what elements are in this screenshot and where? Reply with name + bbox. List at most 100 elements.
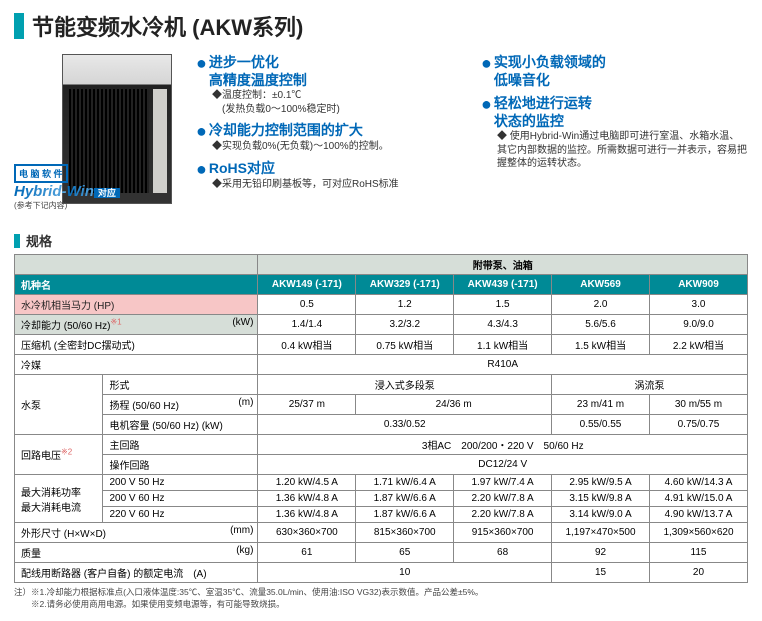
hybrid-tag: 对应 — [94, 188, 120, 198]
table-cell: 1.2 — [356, 295, 454, 315]
table-cell: R410A — [258, 355, 748, 375]
hybrid-kanji: 电 脑 软 件 — [14, 164, 68, 183]
feature-heading-text: 冷却能力控制范围的扩大 — [209, 122, 363, 140]
table-cell: AKW329 (-171) — [356, 275, 454, 295]
table-cell: 回路电压※2 — [15, 435, 103, 475]
table-cell: 68 — [454, 543, 552, 563]
features-col-left: ●进步一优化高精度温度控制◆温度控制：±0.1℃ (发热负载0～100%稳定时)… — [196, 54, 463, 219]
table-cell: 9.0/9.0 — [649, 315, 747, 335]
table-cell: 4.3/4.3 — [454, 315, 552, 335]
table-cell: 1.5 — [454, 295, 552, 315]
table-cell — [15, 255, 258, 275]
table-cell: 3.15 kW/9.8 A — [552, 491, 650, 507]
table-cell: AKW569 — [552, 275, 650, 295]
spec-title: 规格 — [26, 231, 52, 250]
spec-heading: 规格 — [14, 231, 748, 250]
table-cell: 0.33/0.52 — [258, 415, 552, 435]
feature-heading-text: RoHS对应 — [209, 160, 275, 178]
bullet-icon: ● — [196, 54, 207, 72]
hero-section: 电 脑 软 件 Hybrid-Win对应 (参考下记内容) ●进步一优化高精度温… — [14, 54, 748, 219]
feature-item: ●RoHS对应◆采用无铅印刷基板等，可对应RoHS标准 — [196, 160, 463, 192]
table-cell: 水冷机相当马力 (HP) — [15, 295, 258, 315]
hybrid-win-text: Win — [67, 183, 94, 200]
hybrid-en: Hybrid- — [14, 183, 67, 200]
table-cell: 30 m/55 m — [649, 395, 747, 415]
table-row: 质量(kg)61656892115 — [15, 543, 748, 563]
table-cell: 10 — [258, 563, 552, 583]
feature-subtext: ◆采用无铅印刷基板等，可对应RoHS标准 — [212, 178, 463, 192]
table-cell: 115 — [649, 543, 747, 563]
table-cell: 0.75 kW相当 — [356, 335, 454, 355]
table-cell: 主回路 — [103, 435, 258, 455]
feature-heading: ●实现小负载领域的低噪音化 — [481, 54, 748, 89]
table-cell: 冷却能力 (50/60 Hz)※1(kW) — [15, 315, 258, 335]
table-cell: 630×360×700 — [258, 523, 356, 543]
table-cell: 1,197×470×500 — [552, 523, 650, 543]
table-row: 最大消耗功率最大消耗电流200 V 50 Hz1.20 kW/4.5 A1.71… — [15, 475, 748, 491]
table-cell: 1.87 kW/6.6 A — [356, 507, 454, 523]
table-cell: 4.91 kW/15.0 A — [649, 491, 747, 507]
table-row: 冷却能力 (50/60 Hz)※1(kW)1.4/1.43.2/3.24.3/4… — [15, 315, 748, 335]
features: ●进步一优化高精度温度控制◆温度控制：±0.1℃ (发热负载0～100%稳定时)… — [196, 54, 748, 219]
feature-item: ●轻松地进行运转状态的监控◆ 使用Hybrid-Win通过电脑即可进行室温、水箱… — [481, 95, 748, 171]
feature-subtext: (发热负载0～100%稳定时) — [212, 103, 463, 117]
bullet-icon: ● — [481, 54, 492, 72]
table-cell: 1.36 kW/4.8 A — [258, 507, 356, 523]
table-cell: 配线用断路器 (客户自备) 的额定电流 (A) — [15, 563, 258, 583]
feature-heading-text: 轻松地进行运转状态的监控 — [494, 95, 592, 130]
table-cell: 92 — [552, 543, 650, 563]
table-row: 200 V 60 Hz1.36 kW/4.8 A1.87 kW/6.6 A2.2… — [15, 491, 748, 507]
table-cell: AKW149 (-171) — [258, 275, 356, 295]
feature-subtext: ◆实现负载0%(无负载)～100%的控制。 — [212, 140, 463, 154]
table-cell: 1.36 kW/4.8 A — [258, 491, 356, 507]
table-cell: 2.20 kW/7.8 A — [454, 491, 552, 507]
table-cell: 涡流泵 — [552, 375, 748, 395]
feature-heading: ●进步一优化高精度温度控制 — [196, 54, 463, 89]
hybrid-note: (参考下记内容) — [14, 200, 120, 211]
title-accent — [14, 13, 24, 39]
table-cell: 20 — [649, 563, 747, 583]
table-cell: 0.5 — [258, 295, 356, 315]
features-col-right: ●实现小负载领域的低噪音化 ●轻松地进行运转状态的监控◆ 使用Hybrid-Win… — [481, 54, 748, 219]
table-cell: 外形尺寸 (H×W×D)(mm) — [15, 523, 258, 543]
table-cell: AKW909 — [649, 275, 747, 295]
table-cell: 3.0 — [649, 295, 747, 315]
page-title: 节能变频水冷机 (AKW系列) — [32, 10, 303, 42]
table-cell: 0.55/0.55 — [552, 415, 650, 435]
table-cell: 机种名 — [15, 275, 258, 295]
product-image: 电 脑 软 件 Hybrid-Win对应 (参考下记内容) — [14, 54, 184, 219]
hybrid-logo: Hybrid-Win对应 — [14, 183, 120, 200]
table-cell: 915×360×700 — [454, 523, 552, 543]
table-row: 回路电压※2主回路3相AC 200/200・220 V 50/60 Hz — [15, 435, 748, 455]
feature-heading: ●轻松地进行运转状态的监控 — [481, 95, 748, 130]
table-cell: 1.71 kW/6.4 A — [356, 475, 454, 491]
table-cell: 水泵 — [15, 375, 103, 435]
table-cell: 最大消耗功率最大消耗电流 — [15, 475, 103, 523]
table-cell: 2.20 kW/7.8 A — [454, 507, 552, 523]
table-cell: 1.1 kW相当 — [454, 335, 552, 355]
table-cell: 200 V 50 Hz — [103, 475, 258, 491]
feature-item: ●进步一优化高精度温度控制◆温度控制：±0.1℃ (发热负载0～100%稳定时) — [196, 54, 463, 116]
table-cell: 61 — [258, 543, 356, 563]
footnotes: 注）※1.冷却能力根据标准点(入口液体温度:35℃、室温35℃、流量35.0L/… — [14, 587, 748, 611]
footnote-line: ※2.请务必使用商用电源。如果使用变频电源等，有可能导致烧损。 — [14, 599, 748, 611]
table-cell: 浸入式多段泵 — [258, 375, 552, 395]
table-row: 220 V 60 Hz1.36 kW/4.8 A1.87 kW/6.6 A2.2… — [15, 507, 748, 523]
table-cell: 15 — [552, 563, 650, 583]
feature-heading: ●RoHS对应 — [196, 160, 463, 178]
table-cell: 压缩机 (全密封DC摆动式) — [15, 335, 258, 355]
table-cell: 3.2/3.2 — [356, 315, 454, 335]
table-cell: 3相AC 200/200・220 V 50/60 Hz — [258, 435, 748, 455]
table-row: 外形尺寸 (H×W×D)(mm)630×360×700815×360×70091… — [15, 523, 748, 543]
table-cell: 200 V 60 Hz — [103, 491, 258, 507]
table-cell: 冷媒 — [15, 355, 258, 375]
table-cell: 附带泵、油箱 — [258, 255, 748, 275]
table-cell: 0.4 kW相当 — [258, 335, 356, 355]
table-cell: 4.60 kW/14.3 A — [649, 475, 747, 491]
feature-item: ●实现小负载领域的低噪音化 — [481, 54, 748, 89]
table-cell: 1.5 kW相当 — [552, 335, 650, 355]
spec-accent — [14, 234, 20, 248]
table-cell: 操作回路 — [103, 455, 258, 475]
table-cell: 扬程 (50/60 Hz)(m) — [103, 395, 258, 415]
product-panel — [153, 89, 167, 193]
